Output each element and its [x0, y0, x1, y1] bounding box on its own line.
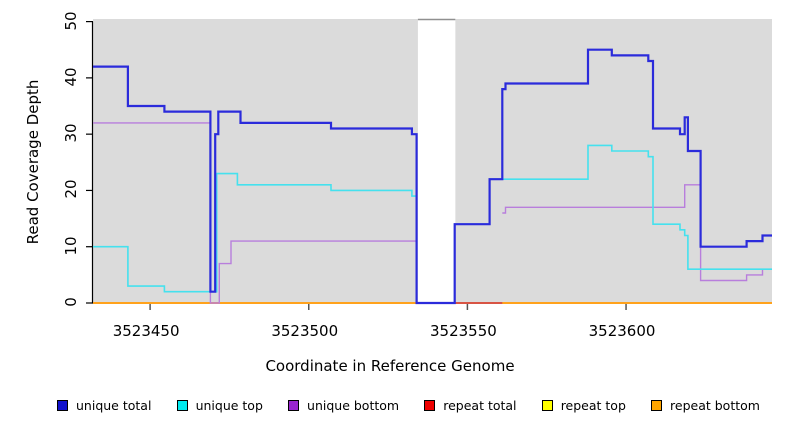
y-tick-label-10: 10 [62, 236, 80, 256]
x-tick-label-3523550: 3523550 [429, 322, 497, 340]
x-axis-title: Coordinate in Reference Genome [265, 357, 515, 375]
unique-total-swatch-icon [57, 400, 68, 411]
x-tick-label-3523600: 3523600 [588, 322, 656, 340]
legend-label: repeat top [560, 398, 626, 413]
legend-item-unique-total: unique total [57, 398, 151, 413]
y-tick-label-30: 30 [62, 123, 80, 143]
legend-label: unique bottom [307, 398, 400, 413]
x-tick-label-3523450: 3523450 [112, 322, 180, 340]
repeat-total-swatch-icon [424, 400, 436, 411]
repeat-top-swatch-icon [541, 400, 553, 411]
legend-label: unique total [76, 398, 152, 413]
repeat-bottom-swatch-icon [651, 400, 663, 411]
legend-label: unique top [195, 398, 263, 413]
legend-item-unique-bottom: unique bottom [288, 398, 399, 413]
legend-label: repeat total [443, 398, 517, 413]
y-tick-label-50: 50 [62, 11, 80, 31]
unique-bottom-swatch-icon [288, 400, 300, 411]
legend-label: repeat bottom [670, 398, 760, 413]
coverage-plot-canvas [86, 18, 772, 310]
legend: unique total unique top unique bottom re… [0, 398, 792, 413]
legend-item-unique-top: unique top [176, 398, 263, 413]
y-tick-label-0: 0 [62, 297, 80, 307]
y-tick-label-20: 20 [62, 179, 80, 199]
x-tick-label-3523500: 3523500 [271, 322, 339, 340]
legend-item-repeat-bottom: repeat bottom [651, 398, 760, 413]
unique-top-swatch-icon [176, 400, 188, 411]
y-axis-title: Read Coverage Depth [24, 79, 42, 245]
legend-item-repeat-total: repeat total [424, 398, 517, 413]
legend-item-repeat-top: repeat top [541, 398, 626, 413]
y-tick-label-40: 40 [62, 67, 80, 87]
